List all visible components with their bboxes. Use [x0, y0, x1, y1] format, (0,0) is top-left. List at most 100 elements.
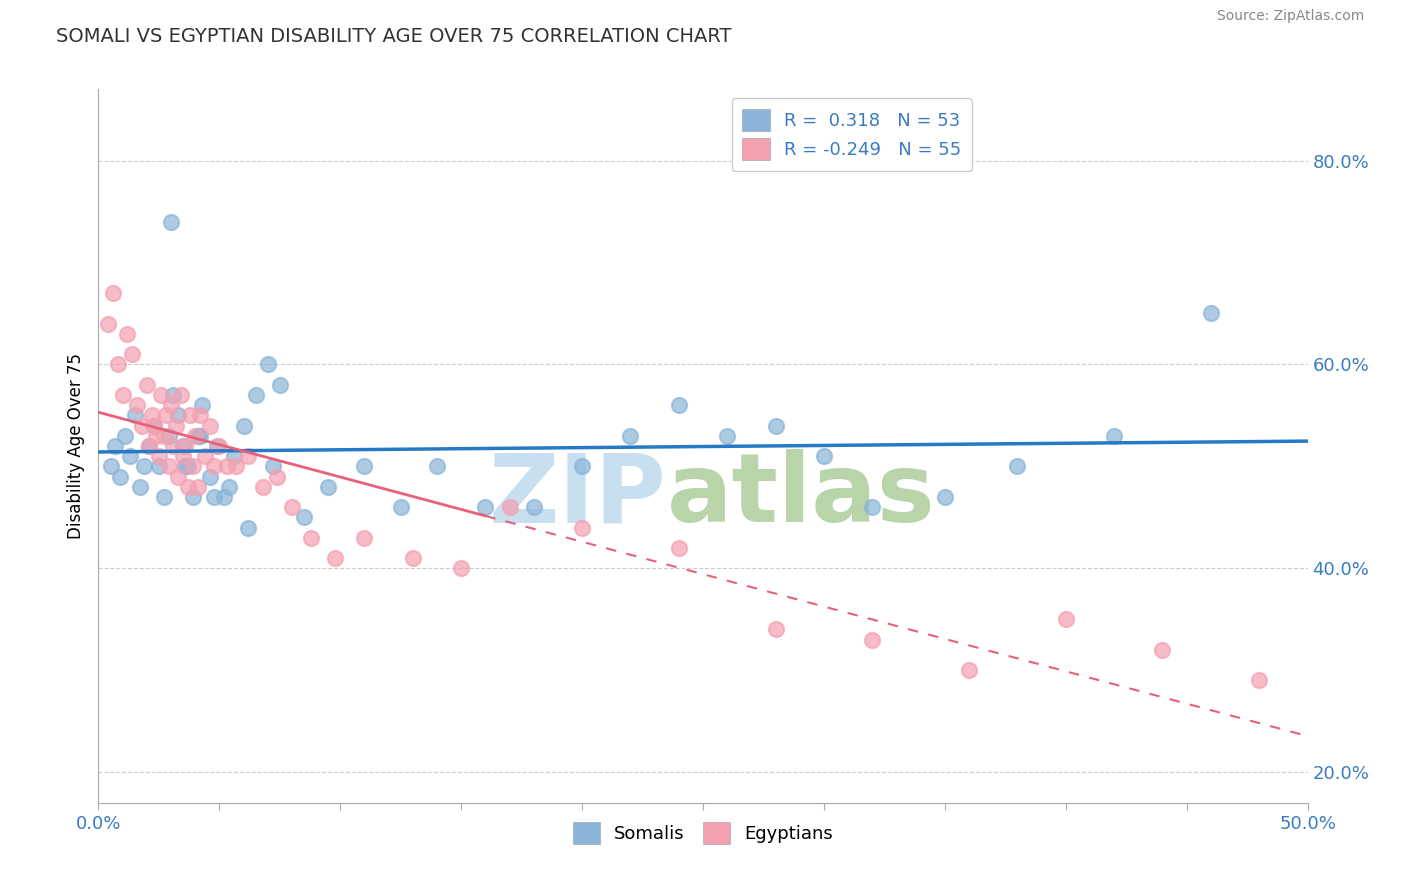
Point [134, 459, 156, 474]
Point [389, 500, 412, 515]
Point [1199, 306, 1222, 320]
Point [292, 510, 315, 524]
Point [860, 500, 883, 515]
Point [100, 459, 122, 474]
Point [128, 480, 150, 494]
Point [232, 418, 254, 433]
Point [281, 500, 304, 515]
Point [245, 388, 267, 402]
Point [127, 398, 149, 412]
Point [138, 439, 160, 453]
Point [150, 388, 173, 402]
Point [152, 490, 174, 504]
Point [157, 459, 180, 474]
Point [107, 358, 129, 372]
Point [269, 377, 291, 392]
Point [188, 409, 211, 423]
Point [474, 500, 496, 515]
Point [238, 449, 260, 463]
Point [162, 439, 184, 453]
Point [498, 500, 520, 515]
Point [765, 623, 787, 637]
Point [97, 317, 120, 331]
Point [184, 429, 207, 443]
Text: SOMALI VS EGYPTIAN DISABILITY AGE OVER 75 CORRELATION CHART: SOMALI VS EGYPTIAN DISABILITY AGE OVER 7… [56, 27, 731, 45]
Point [177, 459, 200, 474]
Point [256, 358, 278, 372]
Point [262, 459, 284, 474]
Point [143, 418, 166, 433]
Point [215, 459, 238, 474]
Text: Source: ZipAtlas.com: Source: ZipAtlas.com [1216, 9, 1364, 23]
Point [188, 429, 211, 443]
Point [204, 490, 226, 504]
Point [353, 531, 375, 545]
Point [571, 520, 593, 534]
Point [198, 469, 221, 483]
Point [266, 469, 288, 483]
Point [187, 480, 209, 494]
Point [316, 480, 339, 494]
Point [1102, 429, 1125, 443]
Point [157, 429, 180, 443]
Point [813, 449, 835, 463]
Point [114, 429, 136, 443]
Point [138, 439, 160, 453]
Point [1007, 459, 1029, 474]
Point [177, 480, 200, 494]
Point [225, 459, 247, 474]
Point [252, 480, 274, 494]
Point [619, 429, 641, 443]
Point [450, 561, 472, 575]
Point [118, 449, 141, 463]
Point [148, 459, 170, 474]
Point [402, 551, 425, 566]
Legend: Somalis, Egyptians: Somalis, Egyptians [565, 814, 841, 851]
Point [148, 449, 170, 463]
Point [172, 449, 194, 463]
Point [299, 531, 322, 545]
Point [121, 347, 143, 361]
Point [426, 459, 449, 474]
Point [160, 215, 183, 229]
Point [172, 439, 194, 453]
Point [160, 398, 183, 412]
Text: atlas: atlas [666, 450, 935, 542]
Point [145, 429, 167, 443]
Point [765, 418, 787, 433]
Point [169, 388, 191, 402]
Point [181, 459, 204, 474]
Point [101, 286, 124, 301]
Point [152, 429, 174, 443]
Point [165, 418, 187, 433]
Point [218, 480, 240, 494]
Point [198, 418, 221, 433]
Point [143, 418, 166, 433]
Point [668, 541, 690, 555]
Point [155, 409, 177, 423]
Point [187, 429, 209, 443]
Point [204, 459, 226, 474]
Point [179, 409, 201, 423]
Point [957, 663, 980, 677]
Point [571, 459, 593, 474]
Y-axis label: Disability Age Over 75: Disability Age Over 75 [66, 353, 84, 539]
Point [167, 469, 190, 483]
Point [124, 409, 146, 423]
Point [716, 429, 738, 443]
Point [222, 449, 245, 463]
Point [1054, 612, 1077, 626]
Point [191, 398, 214, 412]
Point [353, 459, 375, 474]
Point [934, 490, 956, 504]
Point [135, 377, 157, 392]
Point [108, 469, 131, 483]
Point [325, 551, 347, 566]
Point [181, 490, 204, 504]
Point [194, 449, 217, 463]
Point [668, 398, 690, 412]
Point [117, 326, 139, 341]
Text: ZIP: ZIP [489, 450, 666, 542]
Point [104, 439, 127, 453]
Point [238, 520, 260, 534]
